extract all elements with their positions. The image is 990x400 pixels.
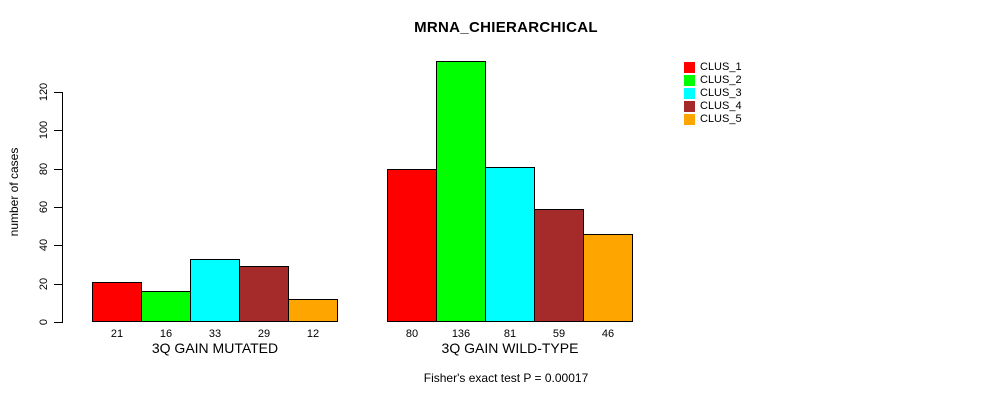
bar-clus_4-group1 (239, 266, 289, 322)
y-tick (54, 169, 62, 170)
y-axis-line (62, 92, 63, 323)
bar-clus_3-group2 (485, 167, 535, 322)
y-tick (54, 245, 62, 246)
legend-item-clus_4: CLUS_4 (684, 100, 742, 113)
bar-value-label: 12 (306, 328, 320, 340)
legend-item-clus_5: CLUS_5 (684, 113, 742, 126)
y-tick-label: 120 (38, 82, 50, 102)
legend-swatch-icon (684, 62, 695, 73)
bar-value-label: 80 (405, 328, 419, 340)
y-tick-label: 40 (38, 238, 50, 252)
y-tick (54, 92, 62, 93)
y-tick-label: 80 (38, 162, 50, 176)
legend-swatch-icon (684, 114, 695, 125)
y-tick-label: 60 (38, 200, 50, 214)
legend-swatch-icon (684, 88, 695, 99)
legend-label: CLUS_3 (700, 87, 742, 99)
y-tick (54, 284, 62, 285)
legend: CLUS_1 CLUS_2 CLUS_3 CLUS_4 CLUS_5 (684, 61, 742, 126)
bar-value-label: 81 (503, 328, 517, 340)
y-tick-label: 0 (38, 318, 50, 326)
bar-value-label: 21 (110, 328, 124, 340)
y-tick-label: 20 (38, 277, 50, 291)
group-label-mutated: 3Q GAIN MUTATED (151, 340, 279, 356)
legend-item-clus_3: CLUS_3 (684, 87, 742, 100)
legend-label: CLUS_2 (700, 74, 742, 86)
bar-value-label: 136 (451, 328, 471, 340)
bar-value-label: 46 (601, 328, 615, 340)
y-tick (54, 207, 62, 208)
footnote: Fisher's exact test P = 0.00017 (423, 371, 589, 385)
bar-value-label: 33 (208, 328, 222, 340)
legend-item-clus_1: CLUS_1 (684, 61, 742, 74)
legend-label: CLUS_1 (700, 61, 742, 73)
bar-value-label: 16 (159, 328, 173, 340)
y-tick (54, 322, 62, 323)
bar-value-label: 29 (257, 328, 271, 340)
bar-clus_1-group2 (387, 169, 437, 322)
bar-clus_4-group2 (534, 209, 584, 322)
chart-title: MRNA_CHIERARCHICAL (414, 19, 598, 36)
bar-clus_2-group2 (436, 61, 486, 322)
y-tick (54, 130, 62, 131)
legend-label: CLUS_4 (700, 100, 742, 112)
legend-swatch-icon (684, 101, 695, 112)
y-tick-label: 100 (38, 120, 50, 140)
legend-item-clus_2: CLUS_2 (684, 74, 742, 87)
bar-clus_2-group1 (141, 291, 191, 322)
legend-swatch-icon (684, 75, 695, 86)
bar-clus_1-group1 (92, 282, 142, 322)
y-axis-title: number of cases (7, 147, 21, 237)
bar-clus_5-group1 (288, 299, 338, 322)
bar-value-label: 59 (552, 328, 566, 340)
bar-clus_5-group2 (583, 234, 633, 322)
group-label-wild-type: 3Q GAIN WILD-TYPE (441, 340, 579, 356)
bar-clus_3-group1 (190, 259, 240, 322)
legend-label: CLUS_5 (700, 113, 742, 125)
